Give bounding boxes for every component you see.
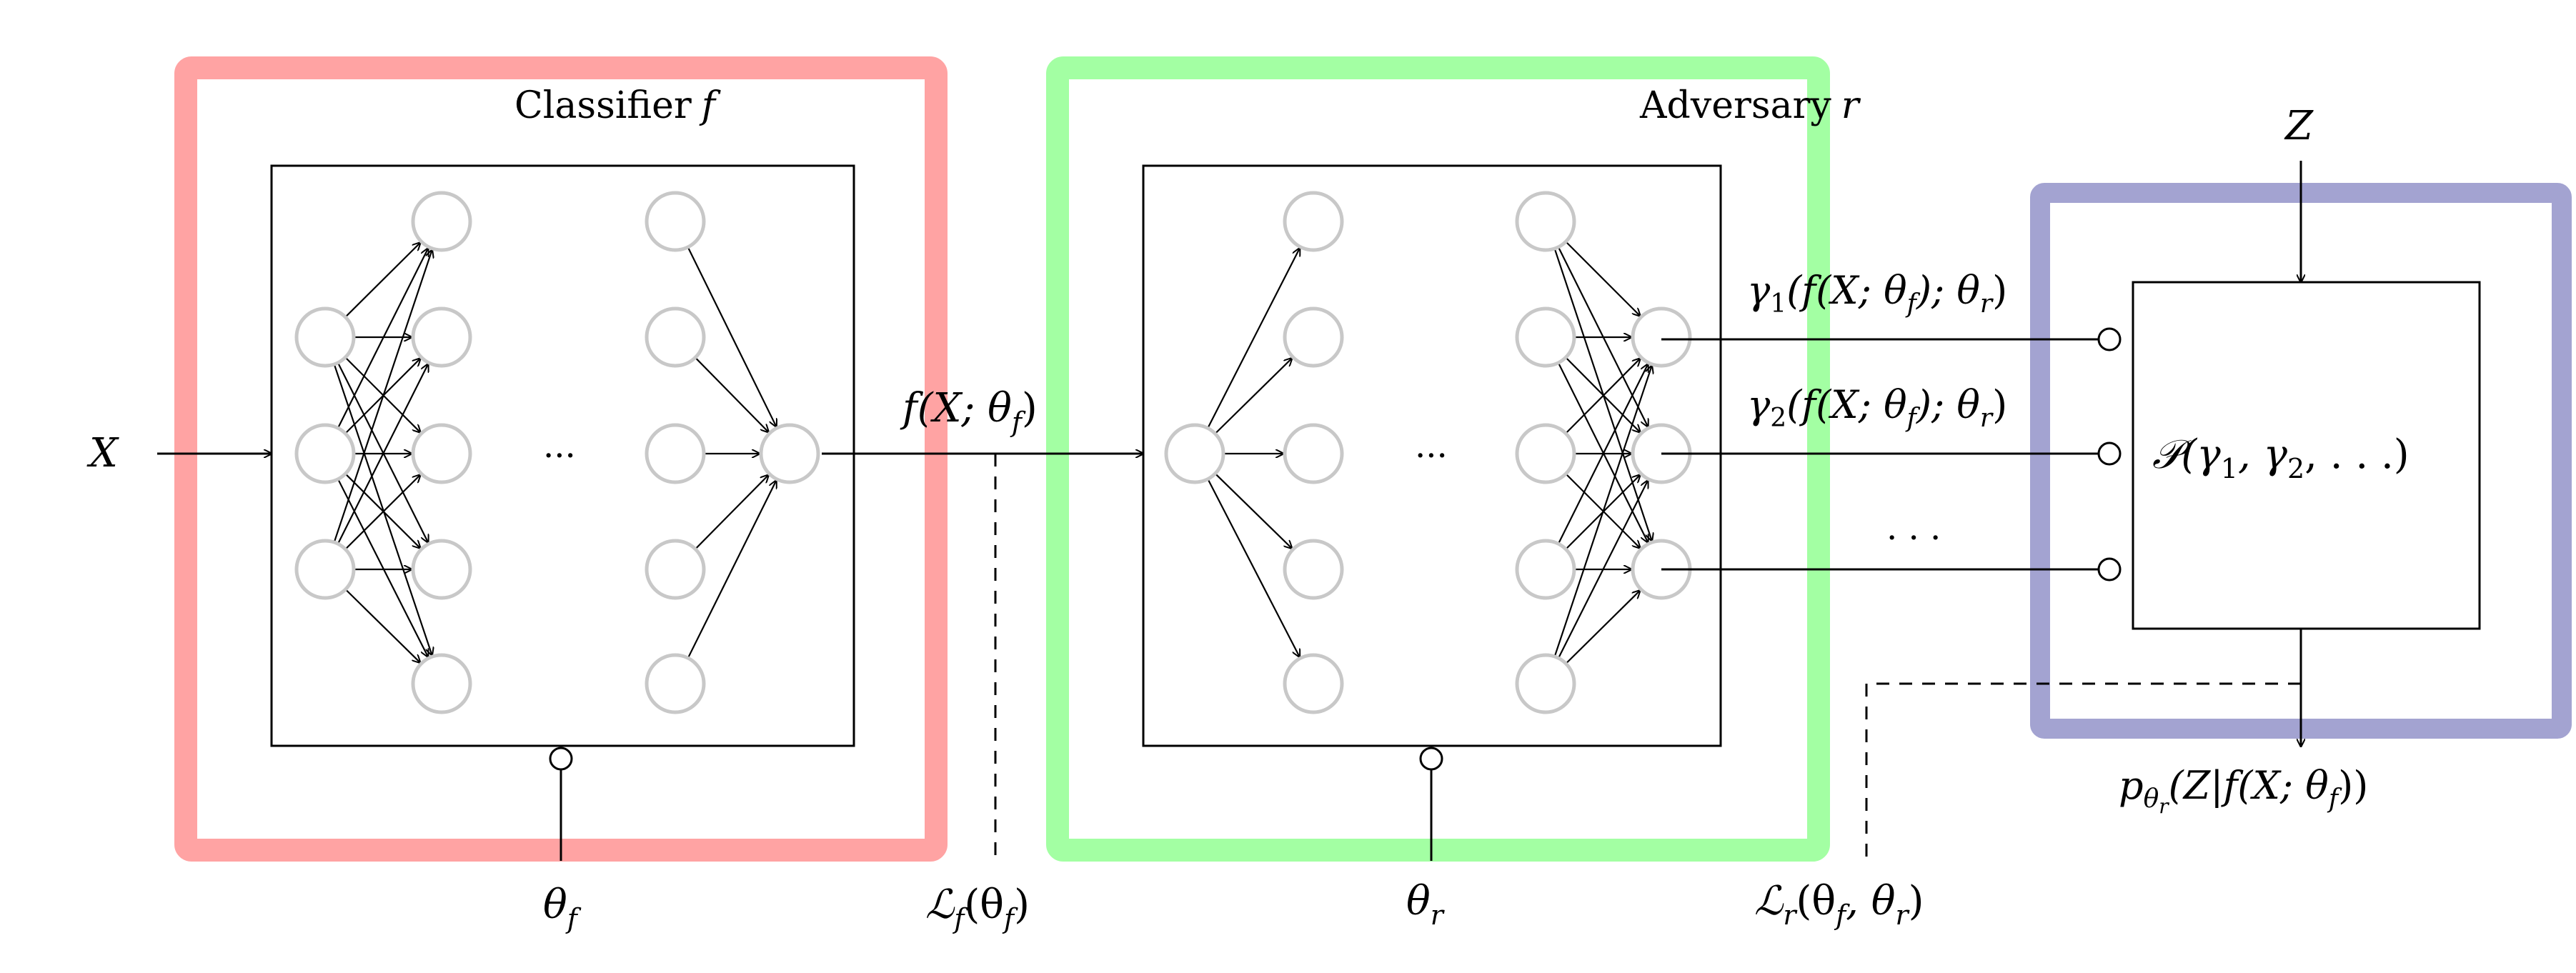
adversary-edge-in-h1 <box>1214 473 1292 549</box>
classifier-edge-h2-out <box>695 475 768 550</box>
gamma1-port <box>2097 327 2122 351</box>
classifier-input-node <box>294 423 356 484</box>
classifier-edge-in-h1 <box>333 364 432 655</box>
posterior-label: pθr(Z|f(X; θf)) <box>2119 763 2368 818</box>
input-x-label: X <box>86 430 119 476</box>
classifier-edge-in-h1 <box>344 589 420 663</box>
classifier-edge-in-h1 <box>333 250 432 543</box>
gamma1-label: γ1(f(X; θf); θr) <box>1747 268 2007 319</box>
adversary-hidden2-node <box>1515 423 1576 484</box>
classifier-hidden1-node <box>411 306 472 368</box>
distribution-label: 𝒫(γ1, γ2, . . .) <box>2152 431 2410 484</box>
network-nodes <box>294 191 1692 714</box>
adversary-loss-label: ℒr(θf, θr) <box>1754 878 1924 931</box>
adversary-edge-h2-out <box>1565 359 1640 434</box>
classifier-hidden1-node <box>411 191 472 252</box>
classifier-param-label: θf <box>543 882 582 934</box>
adversary-param-port <box>1419 747 1443 771</box>
adversary-hidden2-node <box>1515 653 1576 714</box>
adversary-hidden2-node <box>1515 191 1576 252</box>
adversary-hidden-ellipsis: ... <box>1415 426 1448 466</box>
adversary-edge-h2-out <box>1557 364 1648 544</box>
classifier-edge-h2-out <box>687 246 777 426</box>
network-edges <box>333 241 1652 664</box>
adversary-edge-in-h1 <box>1207 479 1299 657</box>
nuisance-z-label: Z <box>2284 103 2314 149</box>
classifier-hidden2-node <box>645 423 706 484</box>
classifier-hidden1-node <box>411 423 472 484</box>
adversary-loss-dashed-line <box>1865 682 2301 857</box>
classifier-hidden2-node <box>645 306 706 368</box>
classifier-hidden-ellipsis: ... <box>543 426 576 466</box>
adversary-edge-in-h1 <box>1207 248 1300 429</box>
classifier-hidden2-node <box>645 539 706 600</box>
gamma-more-dots: . . . <box>1886 508 1941 548</box>
adversary-param-label: θr <box>1406 878 1446 931</box>
adversary-edge-h2-out <box>1565 241 1640 316</box>
adversary-edge-h2-out <box>1553 366 1652 657</box>
adversary-edge-h2-out <box>1565 591 1640 664</box>
mixture-density-box <box>2132 281 2481 630</box>
adversary-input-node <box>1164 423 1225 484</box>
classifier-hidden2-node <box>645 653 706 714</box>
gamma2-label: γ2(f(X; θf); θr) <box>1747 382 2007 433</box>
classifier-title: Classifier f <box>514 84 721 127</box>
adversary-edge-h2-out <box>1557 481 1648 659</box>
classifier-output-label: f(X; θf) <box>900 385 1038 438</box>
classifier-input-node <box>294 306 356 368</box>
adversary-hidden1-node <box>1283 423 1344 484</box>
adversary-hidden1-node <box>1283 539 1344 600</box>
adversary-hidden2-node <box>1515 306 1576 368</box>
classifier-hidden1-node <box>411 539 472 600</box>
classifier-hidden1-node <box>411 653 472 714</box>
classifier-edge-h2-out <box>695 356 769 432</box>
adversary-frame <box>1046 56 1830 862</box>
classifier-edge-in-h1 <box>344 475 420 550</box>
adversary-hidden1-node <box>1283 306 1344 368</box>
classifier-hidden2-node <box>645 191 706 252</box>
classifier-loss-label: ℒf(θf) <box>925 882 1030 934</box>
classifier-edge-in-h1 <box>344 243 420 318</box>
classifier-output-node <box>759 423 820 484</box>
adversary-hidden2-node <box>1515 539 1576 600</box>
gamma3-port <box>2097 557 2122 582</box>
adversary-hidden1-node <box>1283 653 1344 714</box>
adversary-edge-in-h1 <box>1214 358 1292 434</box>
classifier-edge-h2-out <box>687 481 777 659</box>
classifier-edge-in-h1 <box>337 364 428 544</box>
classifier-param-port <box>549 747 573 771</box>
adversary-title: Adversary r <box>1639 84 1861 127</box>
classifier-input-node <box>294 539 356 600</box>
classifier-edge-in-h1 <box>337 479 428 657</box>
adversary-output-node <box>1631 306 1692 368</box>
classifier-edge-in-h1 <box>337 249 428 429</box>
adversary-hidden1-node <box>1283 191 1344 252</box>
gamma2-port <box>2097 441 2122 466</box>
